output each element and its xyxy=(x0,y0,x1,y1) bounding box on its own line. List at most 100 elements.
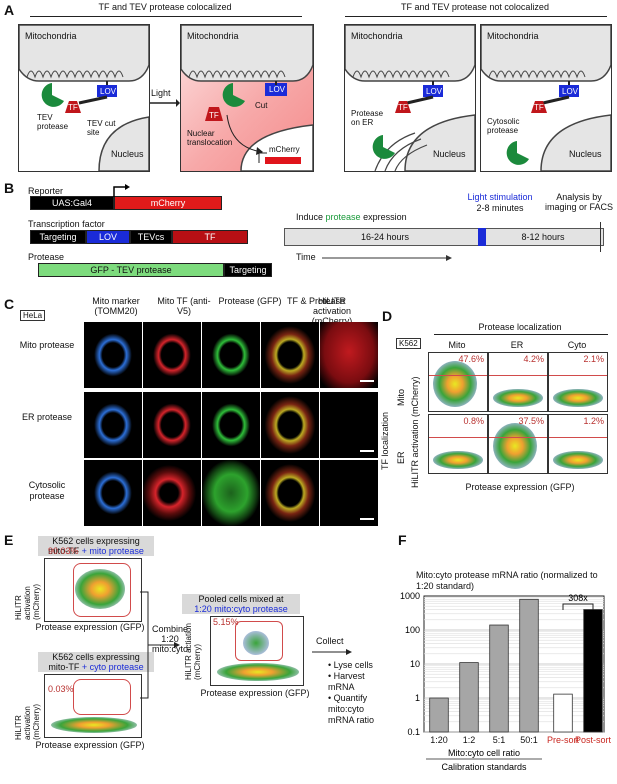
transcription-factor-label: Transcription factor xyxy=(28,219,105,229)
facs-percent: 2.1% xyxy=(583,354,604,364)
tev-cut-site-label: TEV cut site xyxy=(87,119,116,137)
protease-on-er-label: Protease on ER xyxy=(351,109,384,127)
d-ylabel: HiLITR activation (mCherry) xyxy=(410,376,420,488)
density-blob xyxy=(75,569,125,609)
micrograph-r0-c1 xyxy=(143,322,201,388)
x-tick-label: 1:20 xyxy=(430,735,448,745)
panel-a-cell-1: Mitochondria LOV TF TEV protease TEV cut… xyxy=(18,24,150,172)
k562-label: K562 xyxy=(396,338,421,349)
x-tick-label: 50:1 xyxy=(520,735,538,745)
panel-e-letter: E xyxy=(4,532,14,548)
panel-a-header-right: TF and TEV protease not colocalized xyxy=(401,2,549,12)
e-bot-title: K562 cells expressing mito-TF + cyto prot… xyxy=(38,652,154,672)
protease-loc-title: Protease localization xyxy=(478,322,562,332)
mcherry-box: mCherry xyxy=(114,196,222,210)
combine-bracket xyxy=(140,591,180,699)
reporter-label: Reporter xyxy=(28,186,64,196)
pooled-plot xyxy=(210,616,304,686)
hours2-label: 8-12 hours xyxy=(521,232,565,242)
gate xyxy=(73,563,131,617)
tevcs-box: TEVcs xyxy=(130,230,172,244)
gate-line xyxy=(429,375,487,376)
micrograph-r2-c3 xyxy=(261,460,319,526)
nucleus-label: Nucleus xyxy=(569,149,602,159)
e-top-ylabel: HiLITR activation (mCherry) xyxy=(14,584,41,620)
density-blob xyxy=(243,631,269,655)
targeting-box: Targeting xyxy=(224,263,272,277)
x-axis-label: Mito:cyto cell ratio xyxy=(448,748,520,758)
y-tick-label: 100 xyxy=(405,625,420,635)
panel-c-letter: C xyxy=(4,296,15,312)
facs-percent: 0.8% xyxy=(463,416,484,426)
analysis-label: Analysis by imaging or FACS xyxy=(544,192,614,212)
time-arrow xyxy=(322,255,452,261)
panel-a-cell-4: Mitochondria LOV TF Cytosolic protease N… xyxy=(480,24,612,172)
panel-a-letter: A xyxy=(4,2,15,18)
lov-label: LOV xyxy=(426,87,443,96)
pooled-xlabel: Protease expression (GFP) xyxy=(200,688,310,698)
tf-label: TF xyxy=(534,103,544,112)
bar-1:20 xyxy=(429,697,449,733)
density-blob xyxy=(433,451,483,469)
lov-box: LOV xyxy=(86,230,130,244)
y-tick-label: 10 xyxy=(410,659,420,669)
step-2: • Quantify mito:cyto mRNA ratio xyxy=(328,693,375,725)
light-min-label: 2-8 minutes xyxy=(476,203,524,213)
combine-label: Combine 1:20 mito:cyto xyxy=(151,624,189,654)
d-col-2: Cyto xyxy=(567,340,587,350)
header-rule-right xyxy=(345,16,607,17)
facs-percent: 37.5% xyxy=(518,416,544,426)
mitochondria-label: Mitochondria xyxy=(25,31,77,41)
density-blob xyxy=(493,423,537,469)
facs-plot-r1-c1: 37.5% xyxy=(488,414,548,474)
timeline-bar xyxy=(284,228,604,246)
col-label-2: Protease (GFP) xyxy=(218,296,282,306)
x-tick-label: 1:2 xyxy=(463,735,476,745)
micrograph-r1-c3 xyxy=(261,392,319,458)
x-tick-label: Pre-sort xyxy=(547,735,580,745)
col-label-0: Mito marker (TOMM20) xyxy=(92,296,140,316)
y-tick-label: 0.1 xyxy=(407,727,420,737)
facs-plot-r0-c0: 47.6% xyxy=(428,352,488,412)
density-blob xyxy=(433,361,477,407)
gate-line xyxy=(549,437,607,438)
bar-Post-sort xyxy=(583,609,603,733)
gate xyxy=(235,621,283,661)
pooled-title: Pooled cells mixed at 1:20 mito:cyto prot… xyxy=(182,594,300,614)
annotation-label: 308x xyxy=(568,593,588,603)
micrograph-r2-c1 xyxy=(143,460,201,526)
row-label-2: Cytosolic protease xyxy=(28,480,66,501)
panel-a-header-left: TF and TEV protease colocalized xyxy=(98,2,232,12)
micrograph-r2-c2 xyxy=(202,460,260,526)
d-row-1: ER xyxy=(396,451,406,464)
e-top-plot xyxy=(44,558,142,622)
gate-line xyxy=(429,437,487,438)
bar-chart: 0.1 1 10 100 1000 1:20 1:2 5:1 50:1 Pre-sortPost-… xyxy=(400,591,612,772)
lov-label: LOV xyxy=(269,85,286,94)
micrograph-r0-c2 xyxy=(202,322,260,388)
bar-1:2 xyxy=(459,662,479,733)
x-tick-label: 5:1 xyxy=(493,735,506,745)
cut-label: Cut xyxy=(255,101,268,110)
row-label-0: Mito protease xyxy=(19,340,75,350)
uas-box: UAS:Gal4 xyxy=(30,196,114,210)
promoter-arrow-icon xyxy=(113,184,130,197)
d-xlabel: Protease expression (GFP) xyxy=(465,482,575,492)
gate-line xyxy=(549,375,607,376)
col-label-1: Mito TF (anti-V5) xyxy=(157,296,211,316)
tf-localization-label: TF localization xyxy=(380,411,390,470)
micrograph-r2-c4 xyxy=(320,460,378,526)
micrograph-r0-c3 xyxy=(261,322,319,388)
nucleus-label: Nucleus xyxy=(111,149,144,159)
col-label-3: TF & Protease xyxy=(286,296,346,306)
step-1: • Harvest mRNA xyxy=(328,671,365,692)
d-row-0: Mito xyxy=(396,388,406,406)
lov-label: LOV xyxy=(562,87,579,96)
tf-box: TF xyxy=(172,230,248,244)
micrograph-r0-c4 xyxy=(320,322,378,388)
pooled-ylabel: HiLITR actiation (mCherry) xyxy=(184,623,202,680)
panel-b-letter: B xyxy=(4,180,15,196)
pooled-pct: 5.15% xyxy=(213,617,239,627)
timeline-end-tick xyxy=(600,222,601,252)
bar-5:1 xyxy=(489,624,509,733)
